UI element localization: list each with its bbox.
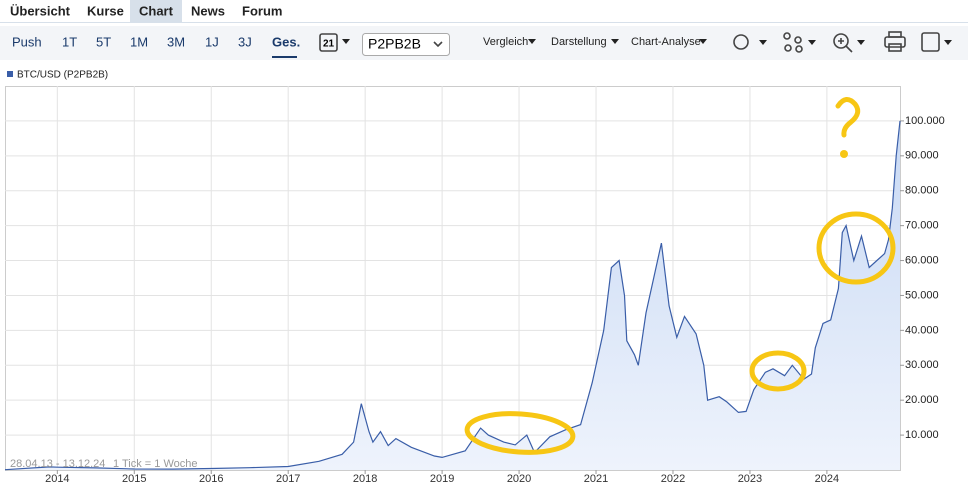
caret [528,39,536,44]
range-button[interactable]: 3M [167,34,185,49]
y-tick-label: 60.000 [905,254,939,266]
caret [759,40,767,45]
circle-annotation [749,350,807,392]
caret [611,39,619,44]
x-tick-label: 2020 [507,473,531,485]
y-tick-label: 100.000 [905,115,945,127]
price-area [5,120,900,471]
x-tick-label: 2021 [584,473,608,485]
exchange-select[interactable] [362,33,450,56]
save-icon[interactable] [921,32,940,52]
tick-note: 1 Tick = 1 Woche [113,458,197,470]
caret [699,39,707,44]
x-tick-label: 2023 [738,473,762,485]
price-line [4,120,901,471]
x-tick-label: 2014 [45,473,69,485]
menu[interactable]: Darstellung [551,36,607,48]
active-tab-bg [130,0,182,22]
y-tick-label: 40.000 [905,324,939,336]
exchange-value: P2PB2B [368,36,421,52]
caret [808,40,816,45]
y-tick-label: 30.000 [905,359,939,371]
range-button[interactable]: 1J [205,34,219,49]
y-tick-label: 80.000 [905,185,939,197]
caret [944,40,952,45]
range-button[interactable]: 5T [96,34,111,49]
question-dot [840,150,848,158]
y-tick-label: 10.000 [905,429,939,441]
x-tick-label: 2019 [430,473,454,485]
caret [857,40,865,45]
print-icon[interactable] [884,31,906,52]
question-mark [835,97,861,138]
toolbar-bg [0,26,968,60]
x-tick-label: 2016 [199,473,223,485]
network-icon[interactable] [783,32,803,53]
x-tick-label: 2022 [661,473,685,485]
tab[interactable]: Übersicht [10,3,71,18]
range-button[interactable]: Ges. [272,34,300,49]
y-tick-label: 20.000 [905,394,939,406]
menu[interactable]: Vergleich [483,36,528,48]
caret [342,39,350,44]
x-tick-label: 2018 [353,473,377,485]
tab[interactable]: Kurse [87,3,124,18]
legend-swatch [7,71,13,77]
legend-label: BTC/USD (P2PB2B) [17,70,108,81]
range-button[interactable]: 3J [238,34,252,49]
tab[interactable]: News [191,3,225,18]
circle-annotation [816,211,896,285]
hand-annotations [464,97,896,455]
tab[interactable]: Chart [139,3,174,18]
x-tick-label: 2015 [122,473,146,485]
y-tick-label: 50.000 [905,289,939,301]
settings-icon[interactable] [733,34,749,50]
calendar-day: 21 [323,39,335,50]
y-tick-label: 90.000 [905,150,939,162]
range-button[interactable]: 1M [130,34,148,49]
zoom-icon[interactable] [833,33,853,53]
circle-annotation [464,411,576,455]
x-tick-label: 2017 [276,473,300,485]
x-tick-label: 2024 [815,473,839,485]
tab[interactable]: Forum [242,3,282,18]
range-button[interactable]: 1T [62,34,77,49]
date-range: 28.04.13 - 13.12.24 [10,458,105,470]
calendar-icon[interactable] [319,33,338,52]
menu[interactable]: Chart-Analyse [631,36,701,48]
y-tick-label: 70.000 [905,220,939,232]
select-arrow [433,41,443,48]
range-button[interactable]: Push [12,34,42,49]
